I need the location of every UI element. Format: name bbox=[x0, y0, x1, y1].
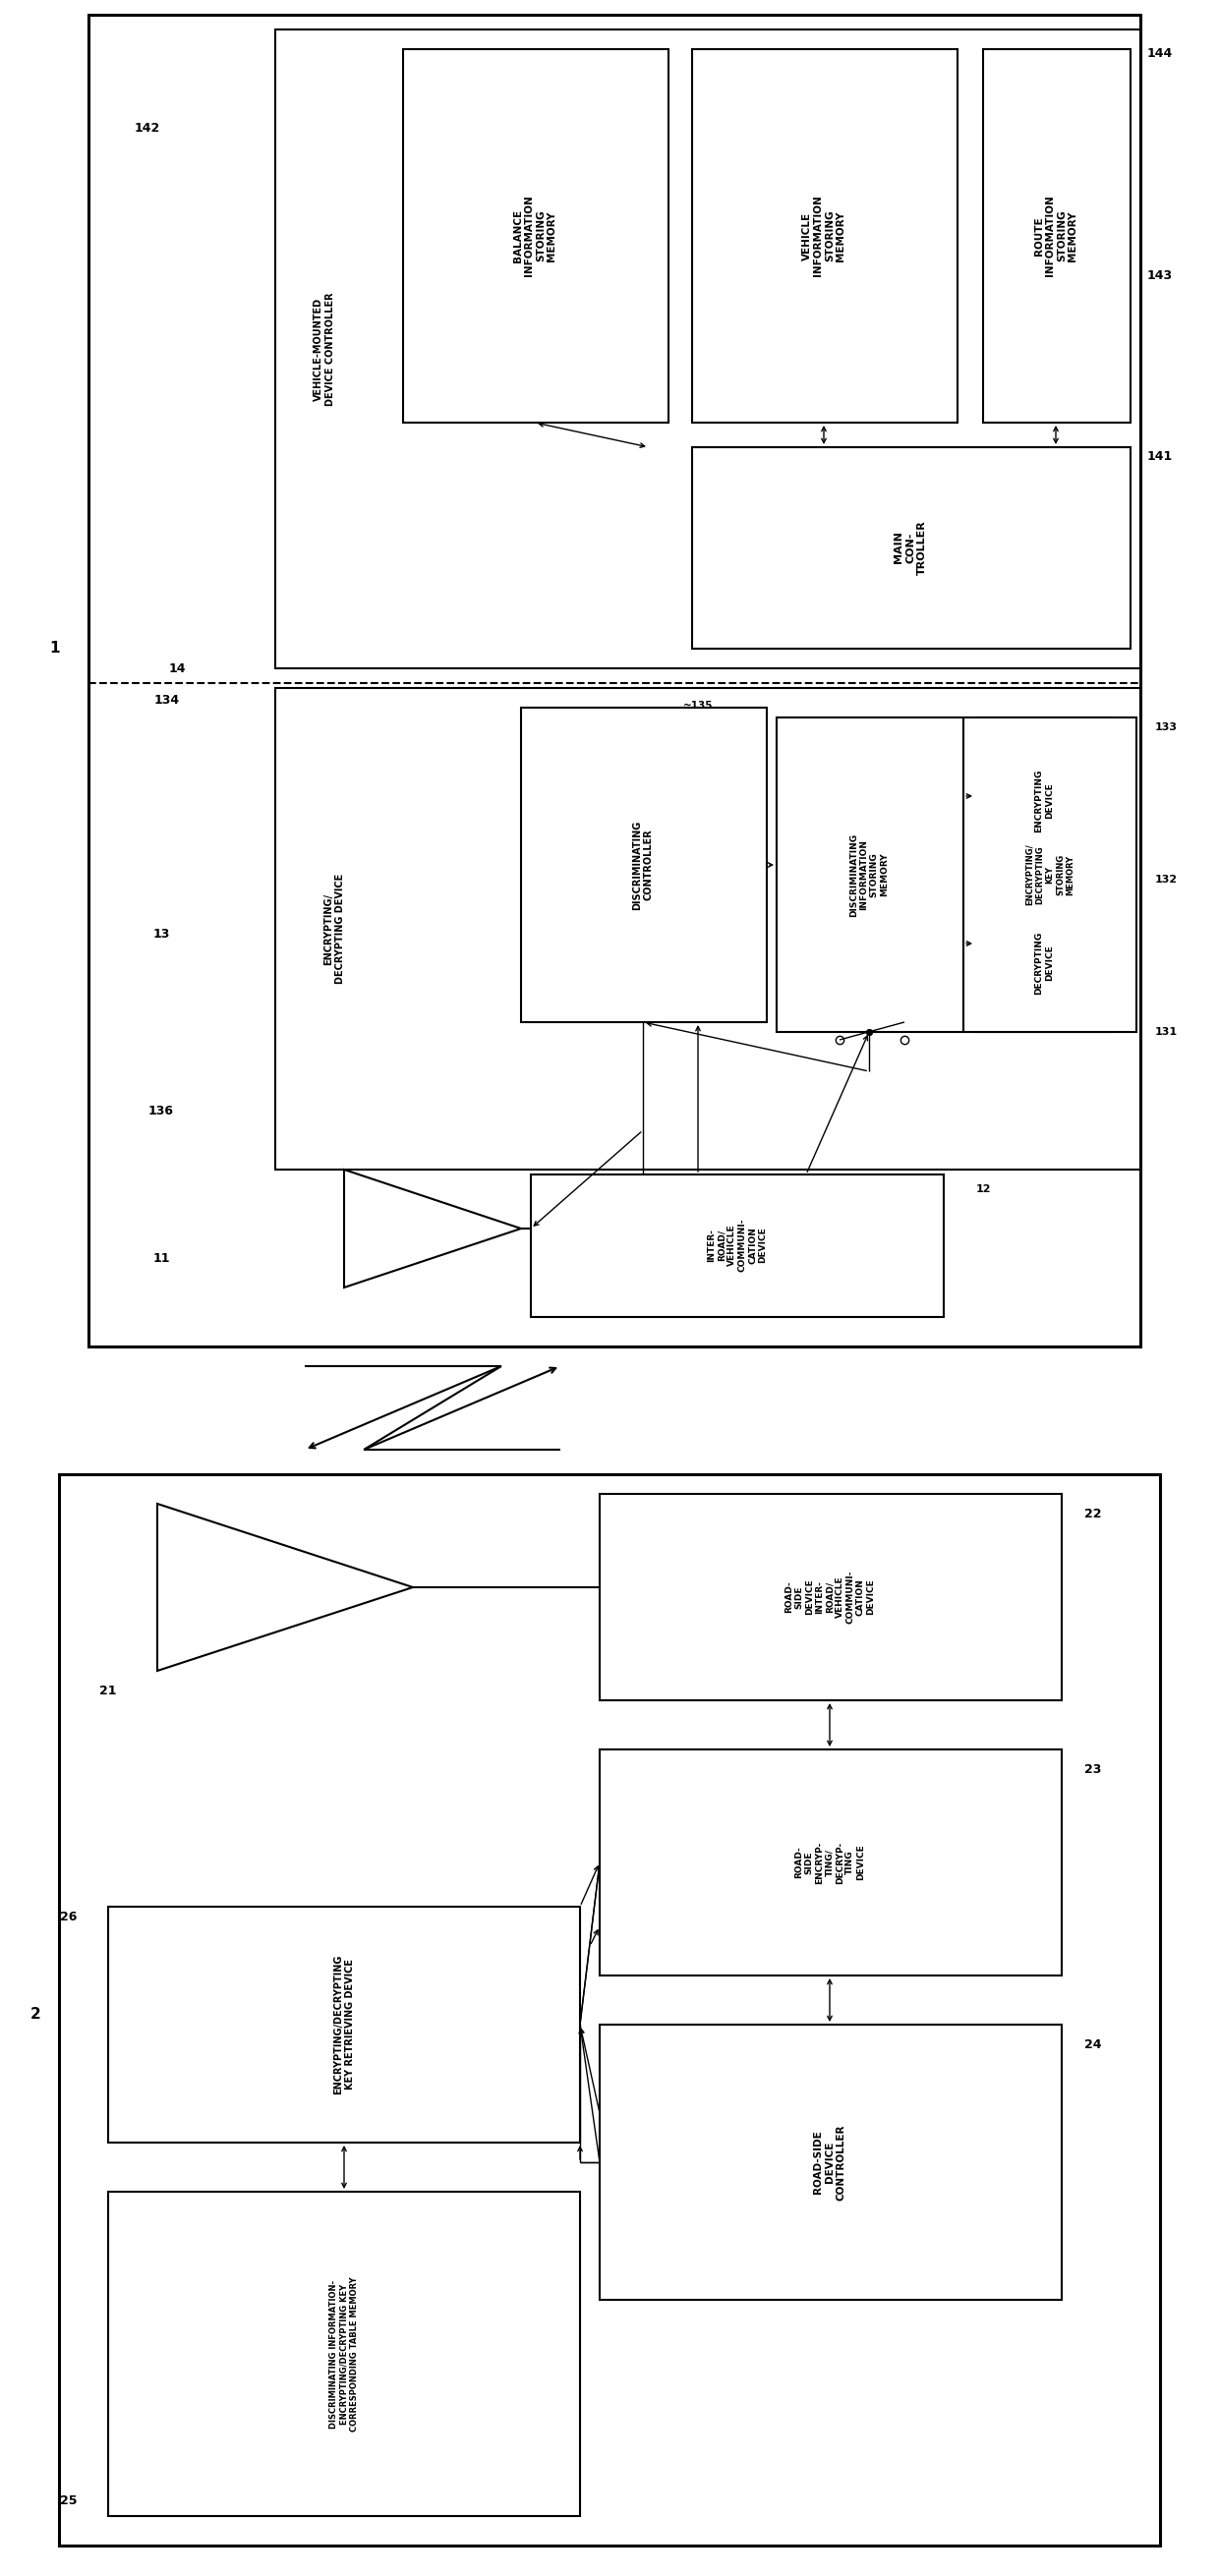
Bar bbox=[777, 719, 963, 1033]
Text: 22: 22 bbox=[1085, 1507, 1102, 1520]
Text: ENCRYPTING/
DECRYPTING DEVICE: ENCRYPTING/ DECRYPTING DEVICE bbox=[323, 873, 345, 984]
Text: ENCRYPTING
DEVICE: ENCRYPTING DEVICE bbox=[1035, 770, 1053, 832]
Text: 136: 136 bbox=[149, 1105, 174, 1118]
Text: 1: 1 bbox=[50, 641, 60, 657]
Text: 141: 141 bbox=[1147, 451, 1173, 464]
Text: 143: 143 bbox=[1147, 268, 1173, 281]
Bar bbox=[403, 49, 668, 422]
Bar bbox=[59, 1473, 1160, 2545]
Text: BALANCE
INFORMATION
STORING
MEMORY: BALANCE INFORMATION STORING MEMORY bbox=[513, 196, 557, 276]
Text: 134: 134 bbox=[155, 693, 180, 706]
Text: 2: 2 bbox=[30, 2007, 40, 2022]
Text: ROAD-
SIDE
DEVICE
INTER-
ROAD/
VEHICLE
COMMUNI-
CATION
DEVICE: ROAD- SIDE DEVICE INTER- ROAD/ VEHICLE C… bbox=[784, 1571, 875, 1623]
Bar bbox=[975, 894, 1113, 1033]
Text: DECRYPTING
DEVICE: DECRYPTING DEVICE bbox=[1035, 933, 1053, 994]
Text: MAIN
CON-
TROLLER: MAIN CON- TROLLER bbox=[894, 520, 926, 574]
Text: DISCRIMINATING INFORMATION-
ENCRYPTING/DECRYPTING KEY
CORRESPONDING TABLE MEMORY: DISCRIMINATING INFORMATION- ENCRYPTING/D… bbox=[329, 2277, 358, 2432]
Bar bbox=[275, 28, 1140, 667]
Bar bbox=[963, 719, 1136, 1033]
Bar bbox=[975, 719, 1113, 884]
Bar bbox=[108, 1906, 580, 2143]
Text: 13: 13 bbox=[152, 927, 169, 940]
Bar bbox=[600, 1749, 1062, 1976]
Bar bbox=[530, 1175, 944, 1316]
Bar bbox=[108, 2192, 580, 2517]
Text: ENCRYPTING/DECRYPTING
KEY RETRIEVING DEVICE: ENCRYPTING/DECRYPTING KEY RETRIEVING DEV… bbox=[334, 1955, 355, 2094]
Text: 133: 133 bbox=[1154, 721, 1178, 732]
Text: DISCRIMINATING
CONTROLLER: DISCRIMINATING CONTROLLER bbox=[633, 819, 653, 909]
Polygon shape bbox=[344, 1170, 521, 1288]
Text: 12: 12 bbox=[975, 1185, 991, 1195]
Text: 142: 142 bbox=[134, 121, 161, 134]
Text: 21: 21 bbox=[100, 1685, 117, 1698]
Text: 25: 25 bbox=[60, 2496, 78, 2506]
Text: 23: 23 bbox=[1085, 1762, 1102, 1775]
Text: ENCRYPTING/
DECRYPTING
KEY
STORING
MEMORY: ENCRYPTING/ DECRYPTING KEY STORING MEMOR… bbox=[1025, 845, 1075, 907]
Text: 144: 144 bbox=[1147, 49, 1173, 59]
Text: 26: 26 bbox=[60, 1911, 77, 1922]
Text: 131: 131 bbox=[1154, 1028, 1178, 1038]
Bar bbox=[692, 49, 957, 422]
Bar bbox=[89, 15, 1140, 1347]
Bar bbox=[275, 688, 1140, 1170]
Bar bbox=[692, 448, 1130, 649]
Text: ROAD-
SIDE
ENCRYP-
TING/
DECRYP-
TING
DEVICE: ROAD- SIDE ENCRYP- TING/ DECRYP- TING DE… bbox=[795, 1842, 864, 1883]
Bar bbox=[600, 2025, 1062, 2300]
Polygon shape bbox=[157, 1504, 413, 1672]
Bar bbox=[521, 708, 767, 1023]
Text: DISCRIMINATING
INFORMATION
STORING
MEMORY: DISCRIMINATING INFORMATION STORING MEMOR… bbox=[850, 832, 889, 917]
Text: 24: 24 bbox=[1085, 2038, 1102, 2050]
Bar bbox=[600, 1494, 1062, 1700]
Text: ROAD-SIDE
DEVICE
CONTROLLER: ROAD-SIDE DEVICE CONTROLLER bbox=[813, 2125, 846, 2200]
Text: ~135: ~135 bbox=[683, 701, 713, 711]
Text: ROUTE
INFORMATION
STORING
MEMORY: ROUTE INFORMATION STORING MEMORY bbox=[1034, 196, 1078, 276]
Text: 132: 132 bbox=[1154, 876, 1178, 884]
Text: VEHICLE
INFORMATION
STORING
MEMORY: VEHICLE INFORMATION STORING MEMORY bbox=[802, 196, 846, 276]
Text: INTER-
ROAD/
VEHICLE
COMMUNI-
CATION
DEVICE: INTER- ROAD/ VEHICLE COMMUNI- CATION DEV… bbox=[707, 1218, 767, 1273]
Bar bbox=[983, 49, 1130, 422]
Text: 11: 11 bbox=[152, 1252, 169, 1265]
Text: VEHICLE-MOUNTED
DEVICE CONTROLLER: VEHICLE-MOUNTED DEVICE CONTROLLER bbox=[313, 291, 335, 407]
Text: 14: 14 bbox=[168, 662, 185, 675]
